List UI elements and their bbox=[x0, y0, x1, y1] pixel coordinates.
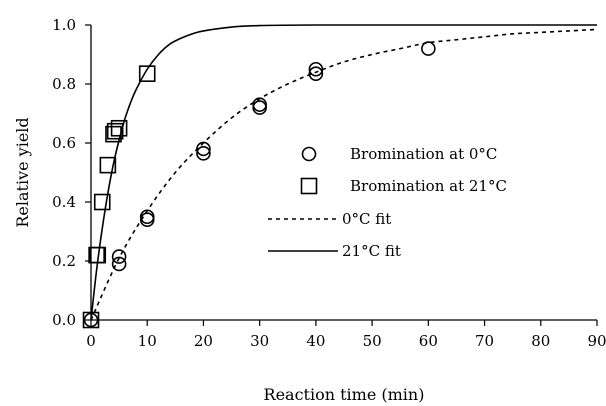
point-21c bbox=[138, 65, 156, 82]
axes bbox=[85, 24, 598, 326]
point-21c bbox=[99, 156, 117, 174]
point-0c bbox=[139, 209, 155, 225]
legend-label: Bromination at 21°C bbox=[350, 177, 507, 195]
x-tick-label: 30 bbox=[250, 332, 269, 350]
point-0c bbox=[196, 146, 211, 161]
x-tick-label: 90 bbox=[587, 332, 606, 350]
point-0c bbox=[252, 100, 267, 115]
y-tick-label: 0.8 bbox=[52, 75, 76, 93]
point-0c bbox=[308, 66, 324, 81]
point-0c bbox=[196, 141, 211, 157]
point-0c bbox=[252, 97, 267, 112]
x-tick-label: 80 bbox=[531, 332, 550, 350]
data-markers bbox=[82, 41, 436, 329]
legend-marker-square bbox=[300, 177, 318, 195]
point-21c bbox=[105, 125, 122, 143]
x-tick-label: 0 bbox=[86, 332, 96, 350]
fit-lines bbox=[90, 24, 598, 321]
point-21c bbox=[110, 119, 128, 137]
tick-labels: 0 10 20 30 40 50 60 70 80 90 0.0 0.2 0.4 0.6 0.8 1.0 bbox=[52, 16, 606, 350]
y-tick-label: 0.0 bbox=[52, 311, 76, 329]
y-tick-label: 1.0 bbox=[52, 16, 76, 34]
legend-label: Bromination at 0°C bbox=[350, 145, 497, 163]
x-tick-label: 40 bbox=[306, 332, 325, 350]
point-0c bbox=[308, 61, 324, 77]
legend: Bromination at 0°C Bromination at 21°C 0°C… bbox=[268, 145, 507, 260]
x-tick-label: 60 bbox=[419, 332, 438, 350]
y-tick-label: 0.6 bbox=[52, 134, 76, 152]
legend-marker-circle bbox=[301, 146, 317, 162]
point-0c bbox=[139, 212, 155, 227]
x-tick-label: 50 bbox=[363, 332, 382, 350]
y-axis-title: Relative yield bbox=[13, 117, 32, 227]
x-tick-label: 70 bbox=[475, 332, 494, 350]
series-line-21c-fit bbox=[90, 24, 597, 321]
x-tick-label: 10 bbox=[138, 332, 157, 350]
series-line-0c-fit bbox=[90, 28, 598, 321]
y-tick-label: 0.2 bbox=[52, 252, 76, 270]
point-21c bbox=[93, 193, 111, 211]
x-tick-label: 20 bbox=[194, 332, 213, 350]
legend-label: 0°C fit bbox=[342, 210, 391, 228]
x-axis-title: Reaction time (min) bbox=[264, 385, 425, 404]
legend-label: 21°C fit bbox=[342, 242, 401, 260]
point-0c bbox=[421, 41, 436, 56]
y-tick-label: 0.4 bbox=[52, 193, 76, 211]
point-0c bbox=[111, 256, 127, 272]
point-21c bbox=[89, 246, 107, 264]
point-0c bbox=[111, 249, 127, 264]
point-21c bbox=[106, 122, 124, 140]
